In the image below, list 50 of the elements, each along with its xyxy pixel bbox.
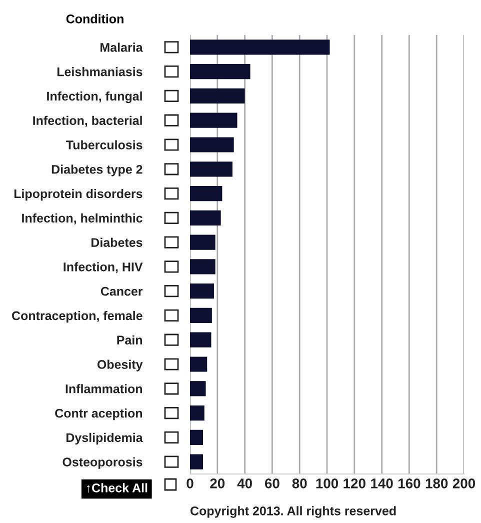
y-tick-label: Pain xyxy=(117,335,142,345)
x-tick-label: 40 xyxy=(237,478,252,488)
bar xyxy=(190,88,245,104)
x-tick-label: 180 xyxy=(426,478,448,488)
x-tick-label: 120 xyxy=(344,478,366,488)
y-tick-label: Inflammation xyxy=(66,384,142,394)
bar xyxy=(190,356,208,372)
y-tick-label: Infection, helminthic xyxy=(22,213,142,224)
x-tick-label: 200 xyxy=(452,478,476,488)
y-tick-label: Diabetes type 2 xyxy=(52,164,142,176)
y-tick-label: Infection, HIV xyxy=(64,262,143,274)
y-tick-label: Cancer xyxy=(100,286,143,296)
y-tick-label: Dyslipidemia xyxy=(66,432,143,445)
bar xyxy=(190,112,238,128)
text: ↑Check All xyxy=(86,483,148,493)
bar xyxy=(190,162,232,177)
y-tick-label: Contr aception xyxy=(55,408,142,420)
bar xyxy=(190,381,206,396)
bar xyxy=(190,454,204,470)
x-tick-label: 60 xyxy=(264,478,280,488)
x-tick-label: 160 xyxy=(398,478,420,488)
bar xyxy=(190,284,214,299)
y-tick-label: Infection, bacterial xyxy=(33,116,142,127)
bar xyxy=(190,137,234,152)
x-tick-label: 20 xyxy=(210,478,225,488)
y-tick-label: Diabetes xyxy=(92,238,142,247)
bar xyxy=(190,186,222,202)
y-tick-label: Obesity xyxy=(97,360,143,372)
bar xyxy=(190,64,250,80)
x-tick-label: 100 xyxy=(316,478,338,488)
bar xyxy=(190,210,221,226)
y-tick-label: Contraception, female xyxy=(12,310,142,323)
bar xyxy=(190,405,204,421)
x-tick-label: 80 xyxy=(292,478,307,488)
bar xyxy=(190,259,216,274)
bar xyxy=(190,332,212,348)
y-tick-label: Infection, fungal xyxy=(47,91,142,104)
y-tick-label: Leishmaniasis xyxy=(57,67,142,76)
y-tick-label: Lipoprotein disorders xyxy=(14,189,142,201)
x-tick-label: 140 xyxy=(371,478,393,488)
x-tick-label: 0 xyxy=(186,478,194,488)
y-axis-title: Condition xyxy=(66,14,124,24)
bar xyxy=(190,430,204,445)
bar xyxy=(190,308,212,324)
text: Copyright 2013. All rights reserved xyxy=(190,506,396,518)
bar xyxy=(190,40,330,55)
y-tick-label: Tuberculosis xyxy=(66,140,142,150)
y-tick-label: Malaria xyxy=(100,42,143,52)
y-tick-label: Osteoporosis xyxy=(62,457,142,469)
bar xyxy=(190,234,216,250)
